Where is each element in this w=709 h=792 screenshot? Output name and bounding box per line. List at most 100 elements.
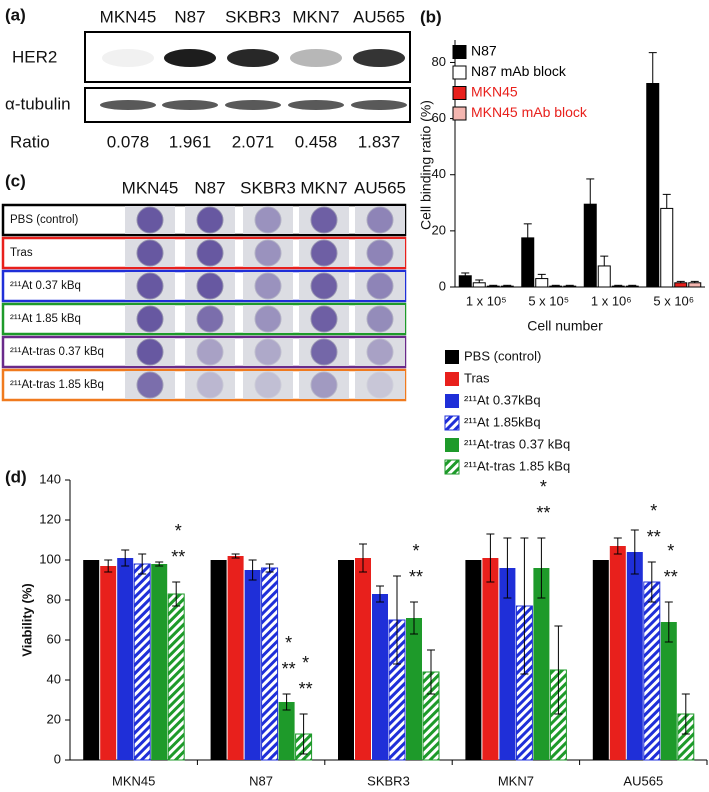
error-bar (662, 193, 671, 209)
panel-label: (b) (420, 7, 442, 26)
well (310, 338, 338, 366)
legend-swatch (445, 372, 459, 386)
error-bar (523, 223, 532, 238)
y-axis-title: Viability (%) (19, 583, 34, 656)
error-bar (427, 649, 435, 695)
bar (465, 560, 482, 760)
x-tick-label: SKBR3 (367, 773, 410, 788)
bar (592, 560, 609, 760)
significance-mark: ** (664, 567, 678, 587)
legend-swatch (444, 415, 460, 431)
x-tick-label: 1 x 10⁵ (466, 293, 507, 308)
error-bar (676, 280, 685, 283)
y-tick-label: 0 (439, 278, 446, 293)
x-tick-label: AU565 (623, 773, 663, 788)
ratio-value: 0.458 (295, 132, 338, 151)
well-tile (185, 338, 235, 366)
error-bar (121, 549, 130, 567)
bar (643, 581, 661, 761)
panel-label: (d) (5, 467, 27, 486)
legend-label: MKN45 (471, 84, 518, 100)
y-tick-label: 120 (39, 511, 61, 526)
well (136, 305, 164, 333)
significance-mark: * (667, 541, 674, 561)
panel-label: (a) (5, 5, 26, 24)
legend-label: ²¹¹At 0.37kBq (464, 392, 541, 407)
well (136, 206, 164, 234)
row-label: Tras (10, 247, 33, 259)
bar (563, 285, 577, 288)
error-bar (681, 693, 690, 735)
legend-swatch (452, 86, 467, 100)
y-tick-label: 80 (432, 54, 446, 69)
bar (500, 285, 514, 288)
legend-label: ²¹¹At-tras 0.37 kBq (464, 436, 570, 451)
her2-band (102, 49, 154, 67)
significance-mark: ** (647, 527, 661, 547)
bar (355, 558, 371, 760)
well (310, 305, 338, 333)
well (366, 239, 394, 267)
bar (521, 237, 535, 288)
well (366, 272, 394, 300)
error-bar (282, 693, 291, 711)
error-bar (172, 581, 181, 607)
legend-swatch (445, 394, 459, 408)
well (254, 272, 282, 300)
ratio-label: Ratio (10, 132, 50, 151)
x-tick-label: 5 x 10⁵ (528, 293, 569, 308)
ratio-value: 1.837 (358, 132, 401, 151)
error-bar (551, 284, 560, 287)
well-tile (185, 371, 235, 399)
bar (472, 282, 486, 288)
significance-mark: * (412, 541, 419, 561)
tubulin-band (162, 100, 218, 110)
legend-swatch (444, 459, 460, 475)
her2-band (290, 49, 342, 67)
error-bar (248, 559, 257, 581)
y-tick-label: 80 (47, 591, 61, 606)
error-bar (613, 537, 622, 555)
error-bar (138, 553, 147, 575)
well (254, 239, 282, 267)
significance-mark: ** (282, 659, 296, 679)
column-header: N87 (194, 178, 225, 197)
error-bar (520, 537, 529, 675)
well (254, 305, 282, 333)
bar (244, 570, 261, 760)
well (366, 206, 394, 234)
error-bar (614, 284, 623, 287)
row-label: α-tubulin (5, 94, 71, 113)
error-bar (648, 52, 657, 84)
row-label: PBS (control) (10, 214, 79, 226)
column-header: AU565 (354, 178, 406, 197)
column-header: MKN7 (292, 7, 339, 26)
row-label: HER2 (12, 47, 57, 66)
y-tick-label: 60 (47, 631, 61, 646)
legend-label: N87 (471, 43, 497, 59)
x-tick-label: MKN45 (112, 773, 155, 788)
column-header: AU565 (353, 7, 405, 26)
error-bar (690, 280, 699, 283)
bar (372, 594, 388, 760)
error-bar (565, 284, 574, 287)
well (254, 338, 282, 366)
tubulin-band (100, 100, 156, 110)
well-tile (243, 338, 293, 366)
error-bar (628, 284, 637, 287)
x-tick-label: N87 (249, 773, 273, 788)
error-bar (475, 279, 484, 283)
bar (660, 622, 677, 760)
well-tile (299, 371, 349, 399)
well (254, 371, 282, 399)
error-bar (486, 533, 495, 583)
well (136, 272, 164, 300)
well (310, 206, 338, 234)
row-label: ²¹¹At 1.85 kBq (10, 313, 81, 325)
error-bar (265, 563, 274, 573)
column-header: MKN45 (100, 7, 157, 26)
bar (646, 83, 660, 288)
legend-label: ²¹¹At 1.85kBq (464, 414, 541, 429)
error-bar (554, 625, 563, 715)
